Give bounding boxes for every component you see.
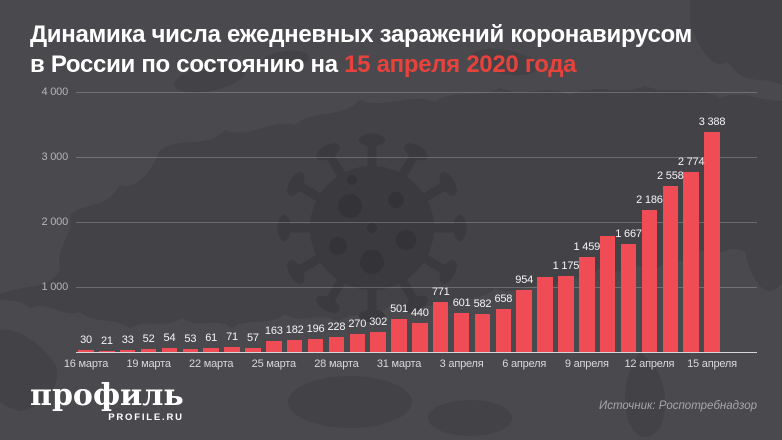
bar-value-label: 2 186 xyxy=(636,193,663,206)
title-line-1: Динамика числа ежедневных заражений коро… xyxy=(30,21,692,48)
x-axis-tick-label: 22 марта xyxy=(189,358,234,370)
bar xyxy=(641,209,658,352)
bar-value-label: 2 774 xyxy=(677,155,705,168)
bar-value-label: 54 xyxy=(163,332,176,345)
bar xyxy=(99,350,115,352)
bar-value-label: 954 xyxy=(515,273,534,286)
profile-logo: профиль PROFILE.RU xyxy=(30,378,184,424)
bar xyxy=(328,337,345,352)
logo-subtitle: PROFILE.RU xyxy=(108,412,184,423)
bar-value-label: 2 558 xyxy=(657,169,684,182)
bar-value-label: 302 xyxy=(369,316,388,329)
bar xyxy=(349,334,366,352)
x-axis-tick-label: 3 апреля xyxy=(439,358,484,370)
bar xyxy=(432,301,449,352)
bar-value-label: 270 xyxy=(348,318,367,331)
bar xyxy=(558,275,574,352)
bar-value-label: 57 xyxy=(247,332,259,345)
x-axis-tick-label: 31 марта xyxy=(376,358,422,370)
bar-value-label: 501 xyxy=(390,303,408,316)
infographic-title: Динамика числа ежедневных заражений коро… xyxy=(30,20,692,80)
coronavirus-icon xyxy=(277,133,467,323)
bar xyxy=(224,347,240,352)
title-date-highlight: 15 апреля 2020 года xyxy=(344,51,577,78)
bar-value-label: 21 xyxy=(100,334,113,347)
bar xyxy=(161,348,178,352)
bar xyxy=(704,131,720,352)
bar xyxy=(119,349,136,352)
gridline-3000 xyxy=(76,157,757,158)
bar xyxy=(266,341,282,352)
source-credit: Источник: Роспотребнадзор xyxy=(598,400,757,412)
bar-value-label: 52 xyxy=(142,332,155,345)
bar-value-label: 71 xyxy=(226,331,238,344)
bar xyxy=(286,340,303,352)
bar-value-label: 53 xyxy=(184,332,197,345)
bar xyxy=(474,314,491,352)
bar xyxy=(620,243,637,352)
gridline-2000 xyxy=(76,222,757,223)
logo-wordmark: профиль xyxy=(30,378,184,413)
bar-value-label: 582 xyxy=(473,298,492,311)
bar-value-label: 30 xyxy=(80,334,92,347)
bar xyxy=(537,276,553,352)
bar-value-label: 601 xyxy=(452,296,471,309)
title-line-2-prefix: в России по состоянию на xyxy=(30,51,345,78)
gridline-4000 xyxy=(76,92,757,93)
bar-value-label: 228 xyxy=(327,321,346,334)
x-axis-tick-label: 19 марта xyxy=(126,358,171,370)
bar xyxy=(516,289,532,352)
x-axis-tick-label: 16 марта xyxy=(63,358,109,370)
bar xyxy=(140,348,157,352)
bar-value-label: 658 xyxy=(494,293,513,306)
bar-value-label: 771 xyxy=(431,285,450,298)
bar xyxy=(662,185,679,352)
x-axis-tick-label: 28 марта xyxy=(314,358,359,370)
bar-value-label: 163 xyxy=(264,325,283,338)
bar xyxy=(307,339,324,352)
bar xyxy=(495,309,512,352)
x-axis-tick-label: 6 апреля xyxy=(502,358,547,370)
bar xyxy=(370,332,386,352)
bar-value-label: 61 xyxy=(205,332,218,345)
bar-value-label: 3 388 xyxy=(698,115,726,128)
bar-value-label: 1 459 xyxy=(573,241,601,254)
x-axis-tick-label: 15 апреля xyxy=(687,358,737,370)
bar xyxy=(579,257,595,352)
bar-value-label: 1 175 xyxy=(552,259,580,272)
y-axis-label: 3 000 xyxy=(41,151,68,163)
bar xyxy=(453,312,470,352)
bar xyxy=(599,235,616,352)
bar xyxy=(182,348,199,352)
title-line-2: в России по состоянию на 15 апреля 2020 … xyxy=(30,50,692,80)
bar xyxy=(78,350,94,352)
y-axis-label: 4 000 xyxy=(41,86,68,98)
bar xyxy=(683,171,699,352)
y-axis-label: 1 000 xyxy=(41,281,68,293)
gridline-1000 xyxy=(76,287,757,288)
bar-value-label: 1 667 xyxy=(615,227,642,240)
x-axis-tick-label: 25 марта xyxy=(251,358,296,370)
bar-value-label: 182 xyxy=(285,324,304,337)
bar-value-label: 33 xyxy=(121,333,134,346)
y-axis-label: 2 000 xyxy=(41,216,68,228)
bar xyxy=(391,319,407,352)
bar xyxy=(245,348,261,352)
x-axis-tick-label: 12 апреля xyxy=(624,358,675,370)
x-axis-tick-label: 9 апреля xyxy=(564,358,609,370)
bar-value-label: 196 xyxy=(306,323,325,336)
x-axis-line xyxy=(76,352,757,353)
bar-value-label: 440 xyxy=(410,307,429,320)
bar xyxy=(203,348,219,352)
bar xyxy=(412,323,428,352)
